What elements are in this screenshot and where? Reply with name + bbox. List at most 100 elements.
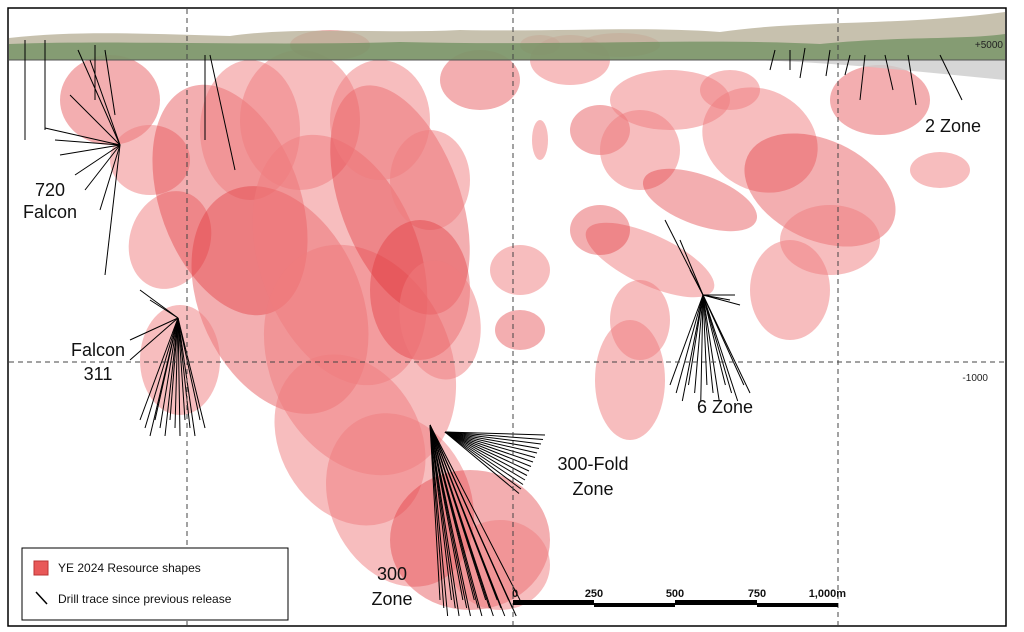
scale-label: 1,000m <box>809 588 847 600</box>
drill-trace <box>159 317 179 429</box>
resource-shape <box>910 152 970 188</box>
drill-trace <box>444 431 536 458</box>
resource-shape <box>128 191 212 289</box>
grid-lines <box>9 9 1005 625</box>
drill-trace <box>702 294 731 301</box>
drill-trace <box>154 317 179 421</box>
drill-trace <box>702 294 751 394</box>
scale-label: 250 <box>585 588 603 600</box>
drill-trace <box>77 49 121 146</box>
drill-trace <box>444 431 524 485</box>
drill-trace <box>69 94 121 146</box>
drill-trace <box>444 431 522 490</box>
zone-label: 2 Zone <box>925 116 981 136</box>
drill-trace <box>669 294 704 386</box>
drill-trace <box>799 47 806 79</box>
drill-trace <box>675 294 704 394</box>
legend-label: Drill trace since previous release <box>58 592 232 606</box>
zone-label: 300 Zone <box>371 564 412 609</box>
resource-shape <box>60 55 160 145</box>
resource-shape <box>140 305 220 415</box>
resource-shape <box>610 280 670 360</box>
resource-shape <box>490 245 550 295</box>
scale-label: 500 <box>666 588 684 600</box>
drill-trace <box>429 424 449 617</box>
zone-label: Falcon 311 <box>71 340 125 384</box>
legend-swatch <box>33 560 49 576</box>
drill-trace <box>84 144 121 191</box>
drill-trace <box>429 424 517 617</box>
resource-shape <box>642 168 758 232</box>
resource-shape <box>110 125 190 195</box>
resource-shape <box>830 65 930 135</box>
resource-shape <box>330 60 430 180</box>
drill-trace <box>177 317 186 421</box>
drill-trace <box>74 144 121 176</box>
resource-shape <box>780 205 880 275</box>
drill-trace <box>907 54 917 106</box>
drill-trace <box>429 424 445 609</box>
resource-shape <box>532 120 548 160</box>
drill-trace <box>164 317 179 437</box>
drill-trace <box>59 144 121 156</box>
drill-trace <box>129 317 179 341</box>
drill-trace <box>429 424 471 617</box>
legend: YE 2024 Resource shapes Drill trace sinc… <box>21 547 289 621</box>
resource-shape <box>440 50 520 110</box>
drill-trace <box>694 294 704 394</box>
drill-trace <box>702 294 726 386</box>
drill-trace <box>44 127 121 146</box>
resource-shape <box>495 310 545 350</box>
drill-trace <box>444 431 520 494</box>
drill-trace <box>844 54 851 76</box>
drill-trace <box>444 431 542 445</box>
drill-trace <box>429 424 441 601</box>
legend-label: YE 2024 Resource shapes <box>58 561 201 575</box>
drill-trace <box>444 431 546 436</box>
drill-trace <box>444 431 532 467</box>
drill-trace <box>702 294 733 394</box>
scale-bar: 0 250 500 750 1,000m <box>512 588 846 607</box>
resource-shape <box>585 222 715 298</box>
drill-trace <box>144 317 179 429</box>
resource-shape <box>702 87 818 193</box>
zone-label: 300-Fold Zone <box>557 454 628 499</box>
drill-trace <box>54 139 121 146</box>
drill-trace <box>700 294 704 402</box>
drill-trace <box>444 431 538 454</box>
drill-trace <box>174 317 179 429</box>
drill-trace <box>702 294 741 306</box>
resource-shape <box>600 110 680 190</box>
drill-trace <box>99 144 121 211</box>
drill-trace <box>444 431 534 463</box>
drill-trace <box>177 317 191 429</box>
drill-trace <box>681 294 704 402</box>
resource-shape <box>570 205 630 255</box>
drill-trace <box>769 49 776 71</box>
drill-trace <box>429 424 483 617</box>
elevation-label: -1000 <box>962 373 988 384</box>
resource-shapes <box>60 30 970 610</box>
drill-trace <box>104 49 116 116</box>
drill-trace <box>702 294 739 402</box>
drill-trace <box>177 317 206 429</box>
drill-trace <box>209 54 236 171</box>
drill-trace <box>129 317 179 361</box>
zone-label: 6 Zone <box>697 397 753 417</box>
resource-shape <box>700 70 760 110</box>
drill-trace <box>429 424 506 617</box>
drill-trace <box>825 49 831 77</box>
drill-traces <box>24 40 963 617</box>
drill-trace <box>444 431 530 472</box>
resource-shape <box>399 260 481 380</box>
legend-swatch <box>35 591 48 605</box>
drill-trace <box>169 317 179 421</box>
drill-trace <box>177 317 181 437</box>
drill-trace <box>429 424 460 617</box>
drill-trace <box>884 54 894 91</box>
scale-label: 0 <box>512 588 518 600</box>
drill-trace <box>702 294 714 394</box>
drill-trace <box>139 289 179 319</box>
